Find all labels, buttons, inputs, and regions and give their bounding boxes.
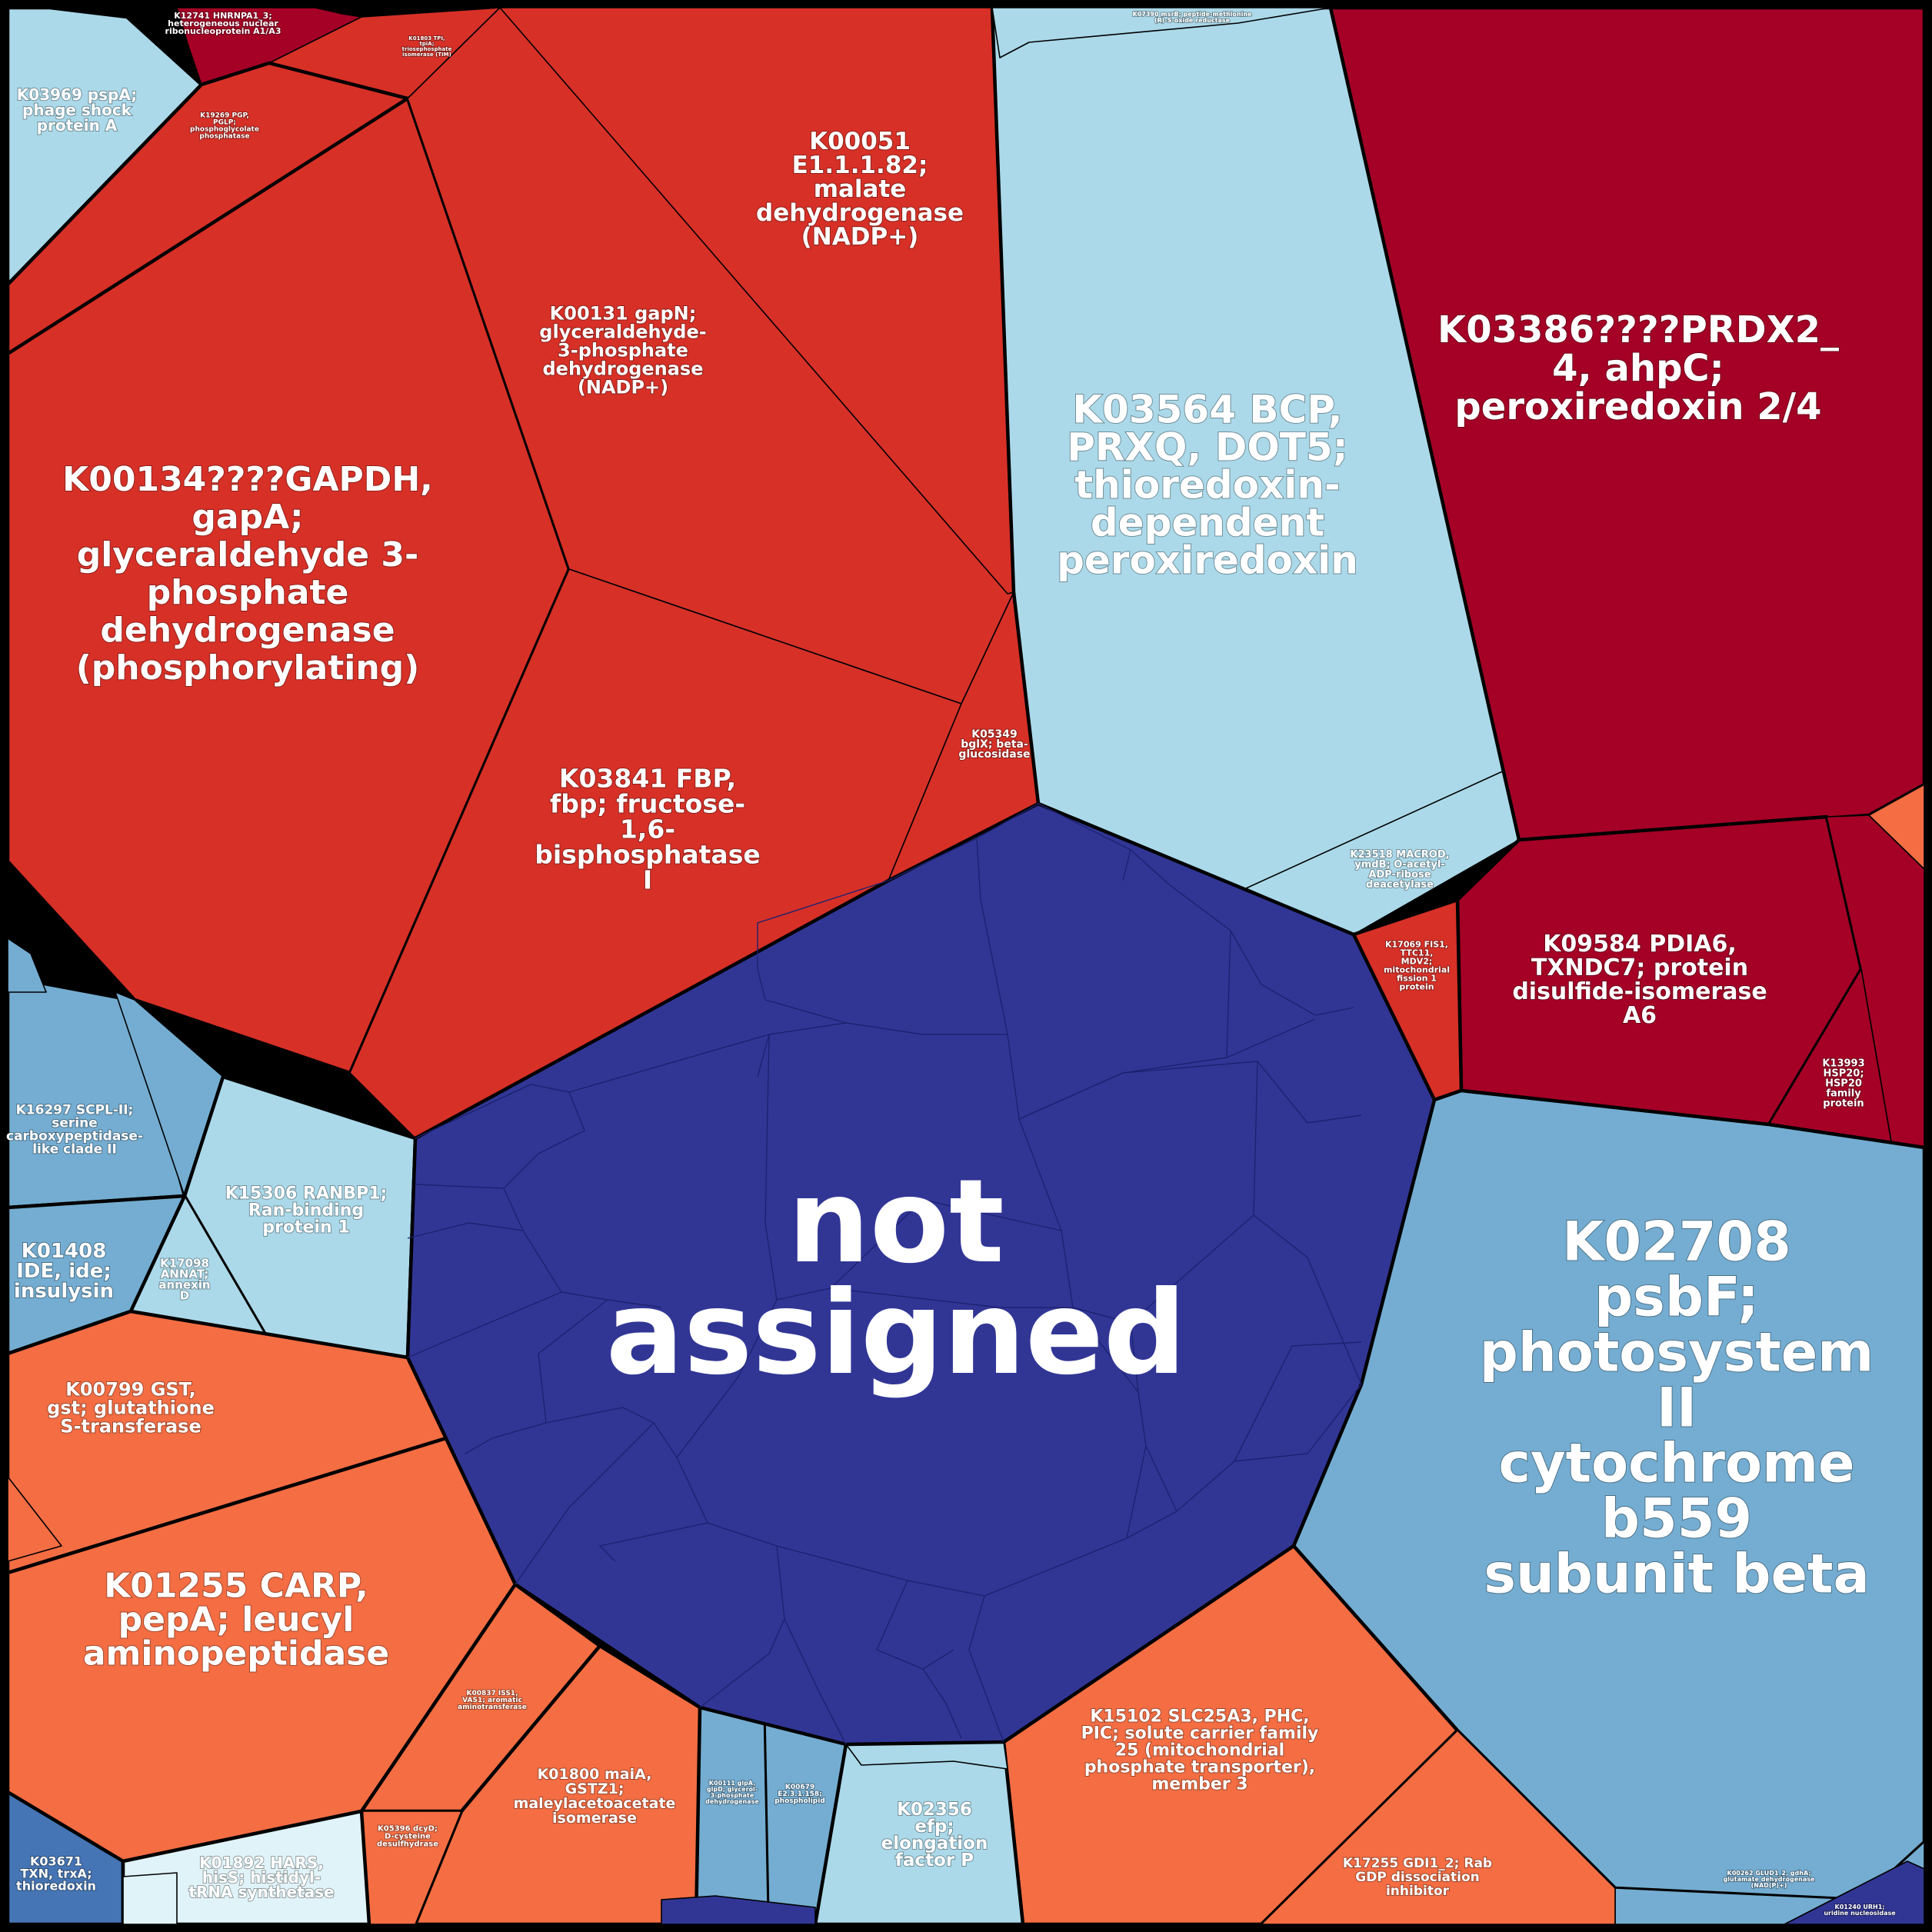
cell-k00799-inner[interactable]	[7, 1476, 62, 1562]
label-k01255: K01255 CARP, pepA; leucyl aminopeptidase	[83, 1566, 389, 1673]
cell-labels: not assigned K00134????GAPDH, gapA; glyceral…	[5, 10, 1897, 1917]
label-k01892: K01892 HARS, hisS; histidyl-tRNA syntheta…	[188, 1854, 334, 1901]
label-k01240: K01240 URH1; uridine nucleosidase	[1824, 1904, 1896, 1917]
cell-k03969[interactable]	[5, 5, 204, 287]
label-k00134: K00134????GAPDH, gapA; glyceraldehyde 3-ph…	[62, 460, 433, 688]
label-k03841: K03841 FBP, fbp; fructose-1,6-bisphosphat…	[535, 764, 760, 895]
label-k03671: K03671 TXN, trxA; thioredoxin	[16, 1854, 96, 1894]
label-k01800: K01800 maiA, GSTZ1; maleylacetoacetate isom…	[514, 1766, 676, 1827]
label-k12741: K12741 HNRNPA1_3; heterogeneous nuclear ri…	[165, 11, 281, 36]
label-k15306: K15306 RANBP1; Ran-binding protein 1	[225, 1184, 388, 1237]
label-k23518: K23518 MACROD, ymdB; O-acetyl-ADP-ribose d…	[1350, 849, 1449, 891]
label-k03386: K03386????PRDX2_ 4, ahpC; peroxiredoxin 2/…	[1437, 308, 1839, 428]
label-k00131: K00131 gapN; glyceraldehyde-3-phosphate de…	[539, 302, 706, 398]
label-k17098: K17098 ANNAT; annexin D	[158, 1256, 210, 1302]
label-k00799: K00799 GST, gst; glutathione S-transferase	[47, 1378, 215, 1437]
label-k05396: K05396 dcyD; D-cysteine desulfhydrase	[377, 1825, 438, 1849]
label-k15102: K15102 SLC25A3, PHC, PIC; solute carrier …	[1081, 1707, 1319, 1794]
label-k09584: K09584 PDIA6, TXNDC7; protein disulfide-is…	[1512, 931, 1767, 1029]
label-k00051: K00051 E1.1.1.82; malate dehydrogenase (NADP…	[756, 128, 964, 251]
label-k02356: K02356 efp; elongation factor P	[881, 1800, 988, 1870]
not-assigned-subcells	[407, 803, 1362, 1745]
label-k00837: K00837 ISS1, VAS1; aromatic aminotransfera…	[458, 1690, 527, 1711]
cell-k17255[interactable]	[1261, 1730, 1616, 1925]
label-k00679: K00679 E2.3.1.158; phospholipid	[774, 1784, 825, 1805]
label-k03564: K03564 BCP, PRXQ, DOT5; thioredoxin-depend…	[1057, 388, 1358, 583]
cell-k01892-left[interactable]	[122, 1872, 178, 1925]
cell-navy-bottom[interactable]	[661, 1895, 816, 1925]
label-k17069: K17069 FIS1, TTC11, MDV2; mitochondrial fiss…	[1384, 939, 1450, 991]
label-k00262: K00262 GLUD1_2, gdhA; glutamate dehydroge…	[1724, 1870, 1815, 1889]
cell-k01240[interactable]	[1784, 1860, 1925, 1925]
label-not-assigned: not assigned	[606, 1155, 1186, 1401]
label-k05349: K05349 bglX; beta-glucosidase	[958, 728, 1030, 761]
label-k17255: K17255 GDI1_2; Rab GDP dissociation inhibi…	[1343, 1856, 1492, 1899]
cell-k16297-top[interactable]	[7, 938, 47, 993]
label-k00111: K00111 glpA, glpD; glycerol-3-phosphate de…	[705, 1780, 759, 1805]
label-k02708: K02708 psbF; photosystem II cytochrome b559 su…	[1480, 1211, 1874, 1606]
label-k07390: K07390 msrB; peptide-methionine (R)-S-oxi…	[1133, 11, 1253, 24]
label-k13993: K13993 HSP20; HSP20 family protein	[1822, 1058, 1864, 1110]
label-k01408: K01408 IDE, ide; insulysin	[14, 1240, 114, 1303]
cell-k00111[interactable]	[694, 1705, 771, 1927]
cell-k07390[interactable]	[991, 7, 1331, 58]
cell-orange-corner[interactable]	[1868, 784, 1925, 870]
label-k03969: K03969 pspA; phage shock protein A	[17, 85, 137, 135]
label-k19269: K19269 PGP, PGLP; phosphoglycolate phosphat…	[190, 112, 259, 141]
label-k16297: K16297 SCPL-II; serine carboxypeptidase-li…	[6, 1102, 143, 1157]
label-k01803: K01803 TPI, tpiA; triosephosphate isomerase…	[402, 35, 452, 58]
